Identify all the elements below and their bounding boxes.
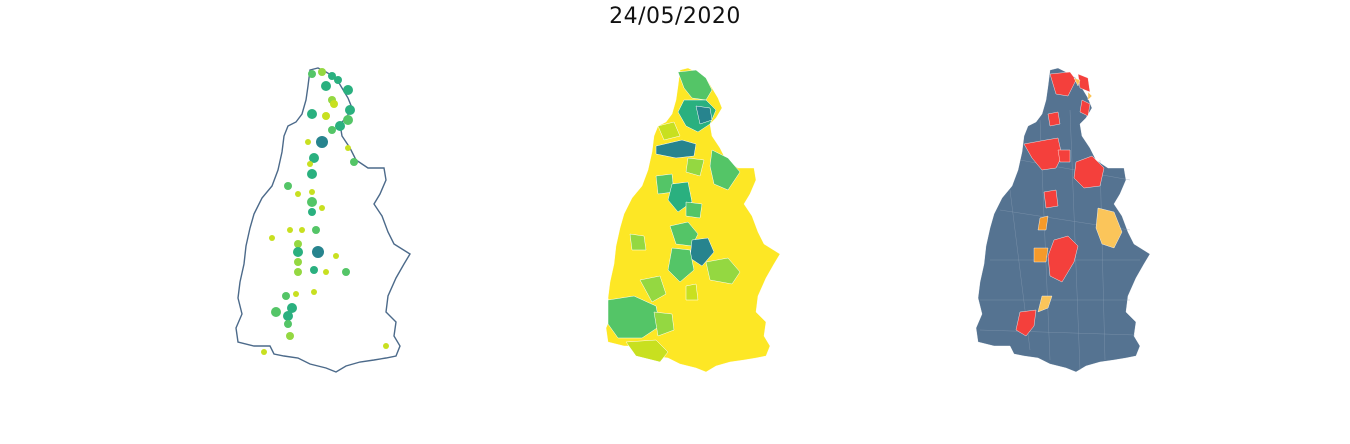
city-bubble (323, 269, 329, 275)
city-bubble (307, 109, 317, 119)
risk-region (1043, 189, 1059, 209)
city-bubble (294, 258, 302, 266)
city-bubble (309, 189, 315, 195)
municipality-region (639, 275, 667, 303)
city-bubble (287, 303, 297, 313)
municipality-region (653, 311, 675, 337)
city-bubble (334, 76, 342, 84)
city-bubble (308, 208, 316, 216)
municipality-regions (607, 69, 741, 363)
municipality-region (655, 139, 697, 159)
city-bubble (345, 145, 351, 151)
city-bubble (350, 158, 358, 166)
city-bubble (309, 153, 319, 163)
municipality-region (677, 69, 713, 101)
municipality-region (629, 233, 647, 251)
risk-region (1037, 215, 1049, 231)
municipality-region (685, 157, 705, 177)
municipality-region (685, 283, 699, 301)
city-bubble (312, 246, 324, 258)
city-bubble (322, 112, 330, 120)
municipality-border (1069, 109, 1081, 371)
city-bubble (342, 268, 350, 276)
risk-region (1015, 309, 1037, 337)
risk-regions (1015, 71, 1123, 337)
city-bubble (383, 343, 389, 349)
risk-region (1077, 73, 1091, 93)
risk-region (1073, 77, 1081, 87)
city-bubble (308, 70, 316, 78)
city-bubble (287, 227, 293, 233)
city-bubble (316, 136, 328, 148)
municipality-region (709, 149, 741, 191)
city-bubble (312, 226, 320, 234)
city-bubble (295, 191, 301, 197)
city-bubble (261, 349, 267, 355)
city-bubble (284, 320, 292, 328)
municipality-region (667, 247, 695, 283)
city-bubble (293, 247, 303, 257)
city-bubble (345, 105, 355, 115)
municipality-border (1099, 159, 1106, 361)
city-bubble (333, 253, 339, 259)
city-bubble (294, 240, 302, 248)
figure-title: 24/05/2020 (609, 4, 741, 29)
risk-region (1095, 207, 1123, 249)
municipality-region (705, 257, 741, 285)
city-bubble (299, 227, 305, 233)
city-bubble (307, 161, 313, 167)
state-shape (975, 67, 1151, 373)
city-bubble (319, 205, 325, 211)
risk-region (1079, 99, 1091, 117)
city-bubble (318, 68, 326, 76)
city-bubble (311, 289, 317, 295)
city-bubble (307, 197, 317, 207)
city-bubble (269, 235, 275, 241)
risk-region (1087, 91, 1093, 101)
municipality-region (657, 121, 681, 141)
risk-region (1057, 149, 1071, 163)
city-bubble (321, 81, 331, 91)
risk-region (1047, 111, 1061, 127)
city-bubble (328, 126, 336, 134)
city-bubble (307, 169, 317, 179)
city-bubble (293, 291, 299, 297)
risk-region (1023, 137, 1063, 171)
risk-region (1033, 247, 1049, 263)
city-bubble (283, 311, 293, 321)
bubble-layer (261, 68, 389, 355)
municipality-region (607, 295, 661, 339)
risk-region (1047, 235, 1079, 283)
city-bubble (330, 100, 338, 108)
city-bubble (271, 307, 281, 317)
choropleth-map (605, 67, 781, 373)
municipality-region (695, 105, 713, 125)
risk-region (1049, 71, 1077, 97)
risk-region (1073, 155, 1105, 189)
city-bubble (286, 332, 294, 340)
bubble-map (235, 67, 411, 373)
risk-map (975, 67, 1151, 373)
city-bubble (305, 139, 311, 145)
city-bubble (310, 266, 318, 274)
city-bubble (282, 292, 290, 300)
city-bubble (343, 115, 353, 125)
municipality-border (979, 329, 1136, 336)
city-bubble (328, 72, 336, 80)
city-bubble (284, 182, 292, 190)
municipality-region (685, 201, 703, 219)
city-bubble (343, 85, 353, 95)
risk-region (1037, 295, 1053, 313)
city-bubble (335, 121, 345, 131)
municipality-region (625, 339, 669, 363)
city-bubble (294, 268, 302, 276)
